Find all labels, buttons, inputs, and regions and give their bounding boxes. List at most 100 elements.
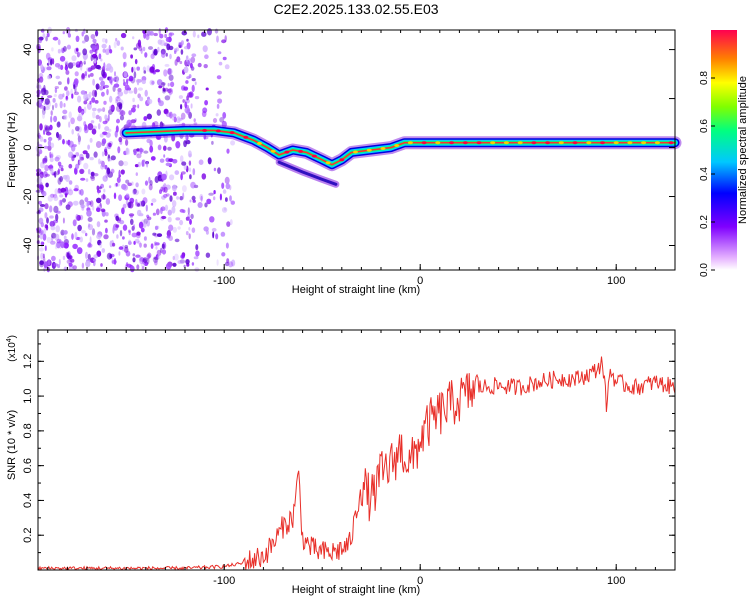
- noise-blob: [169, 174, 175, 181]
- noise-blob: [85, 178, 89, 182]
- noise-blob: [190, 56, 196, 63]
- noise-blob: [42, 158, 45, 165]
- noise-blob: [146, 65, 150, 72]
- noise-blob: [159, 189, 162, 195]
- noise-blob: [102, 193, 106, 200]
- noise-blob: [138, 221, 144, 229]
- snr-x-axis: -100 0 100: [47, 330, 676, 587]
- ridge-peak: [215, 129, 221, 133]
- noise-blob: [130, 54, 134, 59]
- noise-blob: [225, 197, 228, 202]
- noise-blob: [129, 265, 135, 273]
- noise-blob: [183, 86, 189, 91]
- noise-blob: [47, 165, 54, 169]
- noise-blob: [126, 87, 132, 91]
- noise-blob: [160, 207, 163, 215]
- noise-blob: [59, 176, 63, 182]
- noise-blob: [186, 109, 191, 116]
- noise-blob: [117, 90, 120, 95]
- noise-blob: [56, 131, 59, 139]
- noise-blob: [103, 188, 106, 193]
- noise-blob: [133, 188, 137, 194]
- noise-blob: [92, 38, 97, 44]
- noise-blob: [104, 219, 108, 223]
- noise-blob: [188, 167, 192, 172]
- noise-blob: [183, 46, 190, 50]
- noise-blob: [63, 114, 68, 120]
- snr-x-label: Height of straight line (km): [292, 584, 420, 596]
- noise-blob: [122, 236, 125, 240]
- noise-blob: [59, 55, 66, 62]
- noise-blob: [226, 148, 230, 154]
- x-tick-label: 100: [607, 275, 625, 287]
- noise-blob: [110, 155, 116, 161]
- snr-scale-prefix: (x10: [7, 342, 18, 362]
- noise-blob: [172, 226, 177, 233]
- ridge-peak: [449, 141, 455, 145]
- noise-blob: [163, 186, 168, 193]
- noise-blob: [54, 233, 60, 241]
- noise-blob: [164, 63, 170, 67]
- noise-blob: [73, 200, 79, 206]
- noise-blob: [80, 63, 83, 71]
- noise-blob: [189, 199, 192, 203]
- noise-blob: [133, 240, 136, 245]
- noise-blob: [50, 58, 53, 66]
- noise-blob: [229, 219, 233, 226]
- noise-blob: [75, 163, 80, 170]
- noise-blob: [189, 62, 193, 69]
- noise-blob: [207, 157, 212, 165]
- noise-blob: [76, 247, 83, 255]
- noise-blob: [150, 53, 155, 60]
- noise-blob: [146, 219, 150, 227]
- noise-blob: [87, 168, 91, 175]
- noise-blob: [203, 64, 208, 69]
- noise-blob: [164, 95, 171, 101]
- noise-blob: [93, 173, 99, 177]
- noise-blob: [157, 174, 163, 182]
- noise-blob: [57, 64, 61, 70]
- noise-blob: [126, 119, 132, 128]
- ridge-peak: [462, 141, 468, 145]
- noise-blob: [219, 193, 222, 201]
- noise-blob: [98, 76, 104, 81]
- noise-blob: [68, 262, 73, 267]
- noise-blob: [140, 48, 143, 54]
- noise-blob: [186, 76, 191, 80]
- noise-blob: [190, 103, 193, 109]
- noise-blob: [197, 34, 200, 39]
- noise-blob: [182, 185, 187, 193]
- noise-blob: [104, 126, 110, 132]
- noise-blob: [94, 100, 99, 104]
- noise-blob: [154, 225, 159, 230]
- noise-blob: [139, 256, 144, 265]
- noise-blob: [167, 216, 172, 223]
- noise-blob: [80, 204, 86, 208]
- noise-blob: [169, 195, 173, 202]
- noise-blob: [186, 60, 191, 66]
- noise-blob: [183, 264, 186, 268]
- noise-blob: [87, 253, 91, 261]
- noise-blob: [116, 40, 121, 46]
- noise-blob: [99, 186, 102, 190]
- noise-blob: [64, 65, 69, 71]
- svg-text:(x104): (x104): [6, 335, 18, 362]
- noise-blob: [109, 49, 113, 54]
- noise-blob: [165, 112, 172, 118]
- noise-blob: [180, 171, 186, 175]
- noise-blob: [86, 200, 90, 208]
- noise-blob: [195, 244, 199, 251]
- noise-blob: [66, 44, 71, 50]
- noise-blob: [211, 140, 214, 145]
- noise-blob: [216, 75, 222, 80]
- noise-blob: [62, 217, 65, 224]
- noise-blob: [125, 139, 129, 146]
- noise-blob: [45, 36, 48, 42]
- noise-blob: [102, 107, 106, 112]
- noise-blob: [146, 216, 152, 221]
- noise-blob: [44, 124, 48, 131]
- noise-blob: [142, 257, 148, 263]
- noise-blob: [95, 83, 100, 90]
- noise-blob: [109, 66, 114, 73]
- noise-blob: [100, 164, 105, 170]
